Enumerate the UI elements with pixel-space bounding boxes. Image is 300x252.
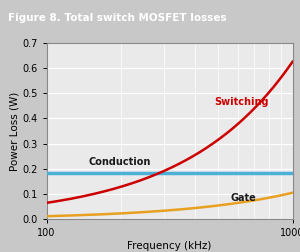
Text: Gate: Gate [231,193,256,203]
X-axis label: Frequency (kHz): Frequency (kHz) [127,241,212,251]
Y-axis label: Power Loss (W): Power Loss (W) [9,91,19,171]
Text: Conduction: Conduction [88,157,151,167]
Text: Switching: Switching [214,97,268,107]
Text: Figure 8. Total switch MOSFET losses: Figure 8. Total switch MOSFET losses [8,13,227,23]
